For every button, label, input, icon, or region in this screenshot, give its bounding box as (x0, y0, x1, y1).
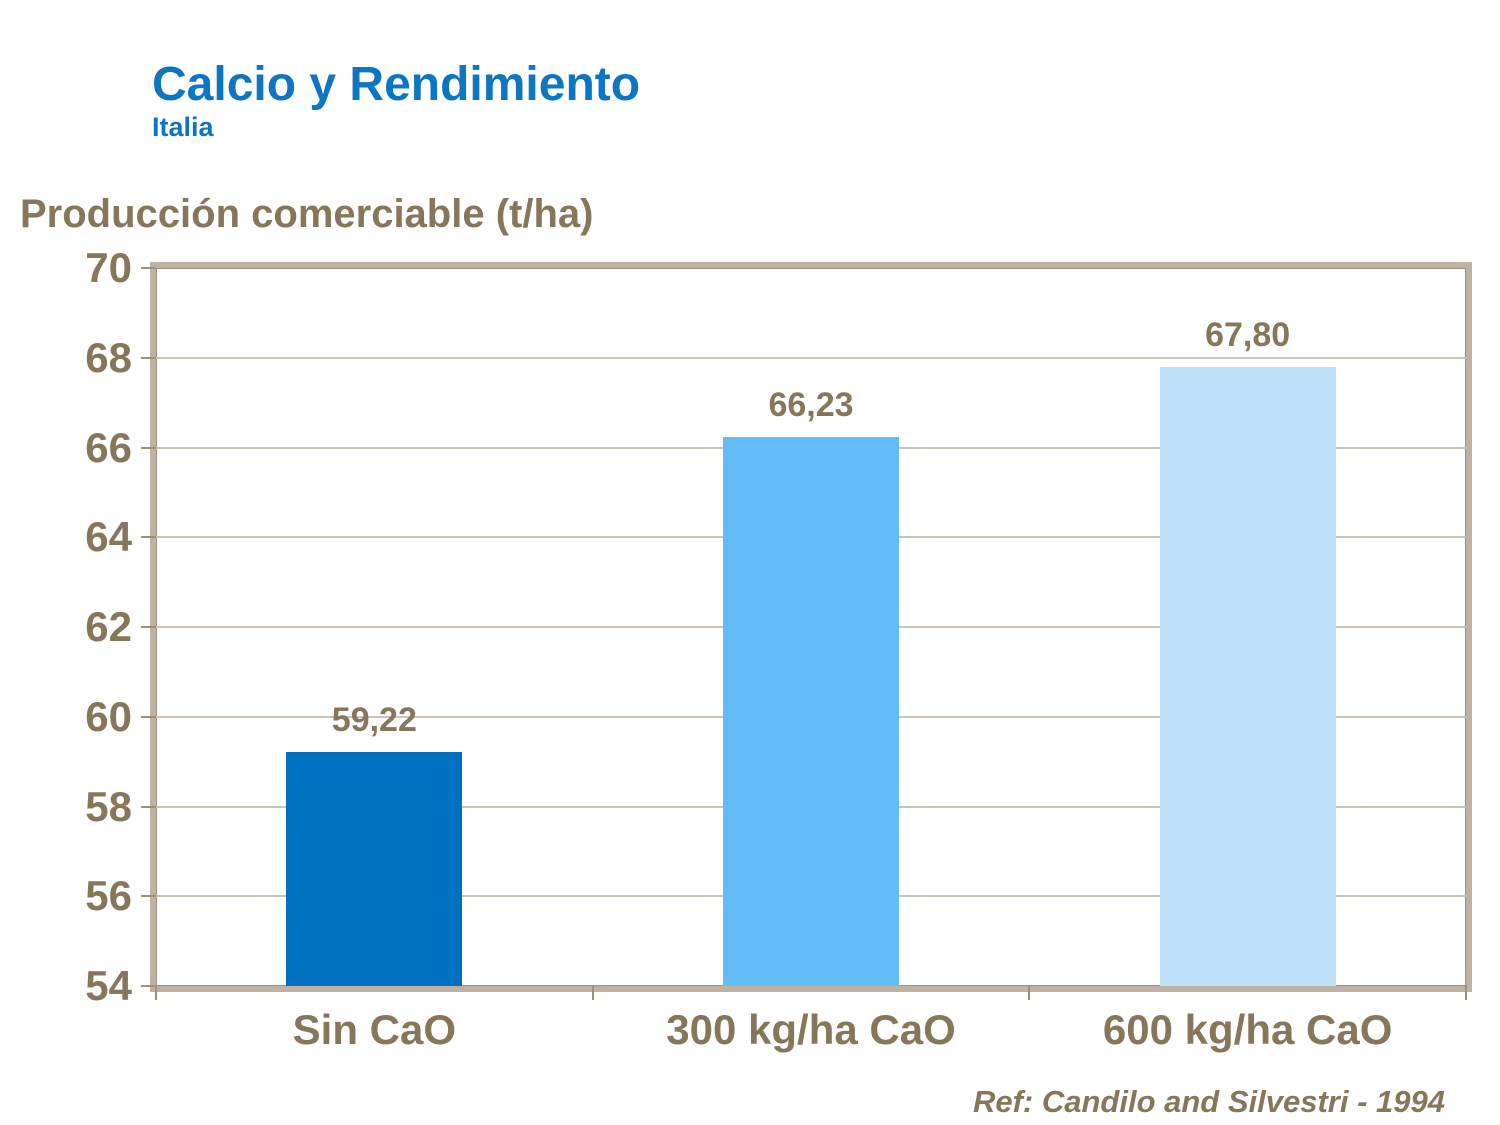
y-tick-label-54: 54 (85, 962, 132, 1009)
page-title: Calcio y Rendimiento (152, 58, 641, 111)
y-tick-mark (141, 715, 156, 718)
x-tick-mark (591, 986, 594, 1000)
y-tick-mark (141, 626, 156, 628)
bar-value-label: 67,80 (1205, 315, 1291, 354)
y-tick-label-68: 68 (85, 333, 132, 381)
x-category-label: 600 kg/ha CaO (1102, 1006, 1393, 1053)
y-tick-label-58: 58 (85, 782, 132, 830)
y-tick-mark (141, 536, 156, 539)
y-tick-mark (141, 446, 156, 449)
y-tick-label-56: 56 (85, 872, 132, 920)
bar-value-label: 66,23 (768, 386, 854, 425)
chart-plot-area: 59,22 66,23 67,80 (150, 262, 1472, 992)
y-tick-label-64: 64 (85, 513, 132, 561)
y-axis-title: Producción comerciable (t/ha) (20, 192, 594, 236)
page-subtitle: Italia (152, 112, 214, 142)
y-tick-label-66: 66 (85, 423, 132, 471)
y-tick-mark (141, 985, 156, 987)
y-tick-label-60: 60 (85, 692, 132, 740)
x-tick-mark (1465, 986, 1467, 1000)
y-tick-mark (141, 895, 156, 898)
y-tick-mark (141, 356, 156, 359)
bar-600 kg/ha CaO (1159, 366, 1336, 986)
x-tick-mark (1028, 986, 1031, 1000)
x-tick-mark (155, 986, 157, 1000)
y-tick-label-62: 62 (85, 603, 132, 650)
y-tick-mark (141, 805, 156, 808)
y-tick-label-70: 70 (85, 244, 132, 291)
x-category-label: Sin CaO (292, 1006, 457, 1053)
x-category-label: 300 kg/ha CaO (666, 1006, 956, 1053)
gridline-y-68 (156, 356, 1466, 359)
bar-300 kg/ha CaO (723, 437, 899, 986)
bar-Sin CaO (286, 751, 463, 986)
reference-text: Ref: Candilo and Silvestri - 1994 (972, 1084, 1445, 1119)
bar-value-label: 59,22 (331, 700, 417, 739)
y-tick-mark (141, 267, 156, 269)
